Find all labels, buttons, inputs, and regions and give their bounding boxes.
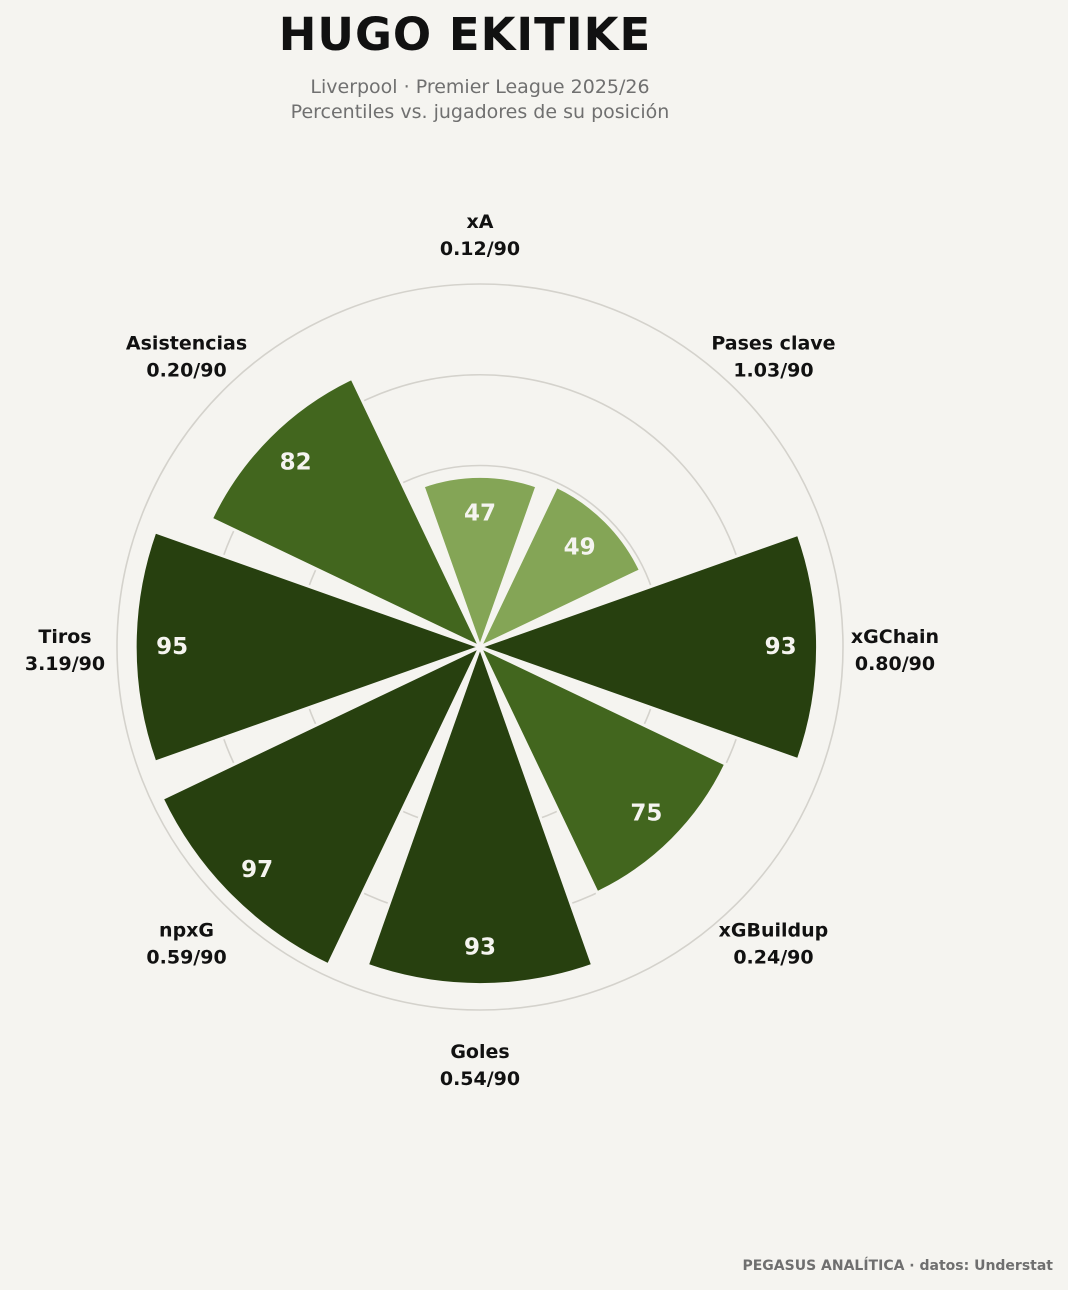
- category-label-xa: xA 0.12/90: [440, 211, 520, 260]
- value-label-pases-clave: 49: [564, 534, 596, 560]
- category-label-tiros: Tiros 3.19/90: [25, 626, 105, 675]
- category-label-pases-clave: Pases clave 1.03/90: [711, 333, 835, 382]
- grid-ring-100: [116, 283, 844, 1011]
- value-label-xgbuildup: 75: [630, 800, 662, 826]
- value-label-asistencias: 82: [280, 450, 312, 476]
- footer-credit: PEGASUS ANALÍTICA · datos: Understat: [742, 1258, 1053, 1274]
- value-label-goles: 93: [464, 935, 496, 961]
- category-label-asistencias: Asistencias 0.20/90: [126, 333, 247, 382]
- value-label-tiros: 95: [156, 634, 188, 660]
- subtitle-team-league: Liverpool · Premier League 2025/26: [310, 76, 650, 98]
- category-label-npxg: npxG 0.59/90: [146, 919, 226, 968]
- bar-xgchain: [475, 532, 820, 762]
- bar-pases-clave: [476, 484, 643, 651]
- bar-xa: [421, 474, 539, 652]
- bar-npxg: [160, 643, 484, 967]
- bar-tiros: [133, 529, 485, 765]
- bar-asistencias: [209, 376, 484, 651]
- category-label-goles: Goles 0.54/90: [440, 1041, 520, 1090]
- category-label-xgchain: xGChain 0.80/90: [851, 626, 939, 675]
- bar-goles: [365, 642, 595, 987]
- subtitle-description: Percentiles vs. jugadores de su posición: [290, 101, 670, 123]
- player-title: HUGO EKITIKE: [278, 8, 652, 61]
- value-label-xgchain: 93: [765, 634, 797, 660]
- value-label-xa: 47: [464, 500, 496, 526]
- category-label-xgbuildup: xGBuildup 0.24/90: [719, 919, 829, 968]
- bars-layer: [133, 376, 820, 987]
- value-label-npxg: 97: [241, 857, 273, 883]
- labels-layer: 47 xA 0.12/90 49 Pases clave 1.03/90 93 xGChain…: [25, 211, 939, 1090]
- bar-xgbuildup: [476, 643, 728, 895]
